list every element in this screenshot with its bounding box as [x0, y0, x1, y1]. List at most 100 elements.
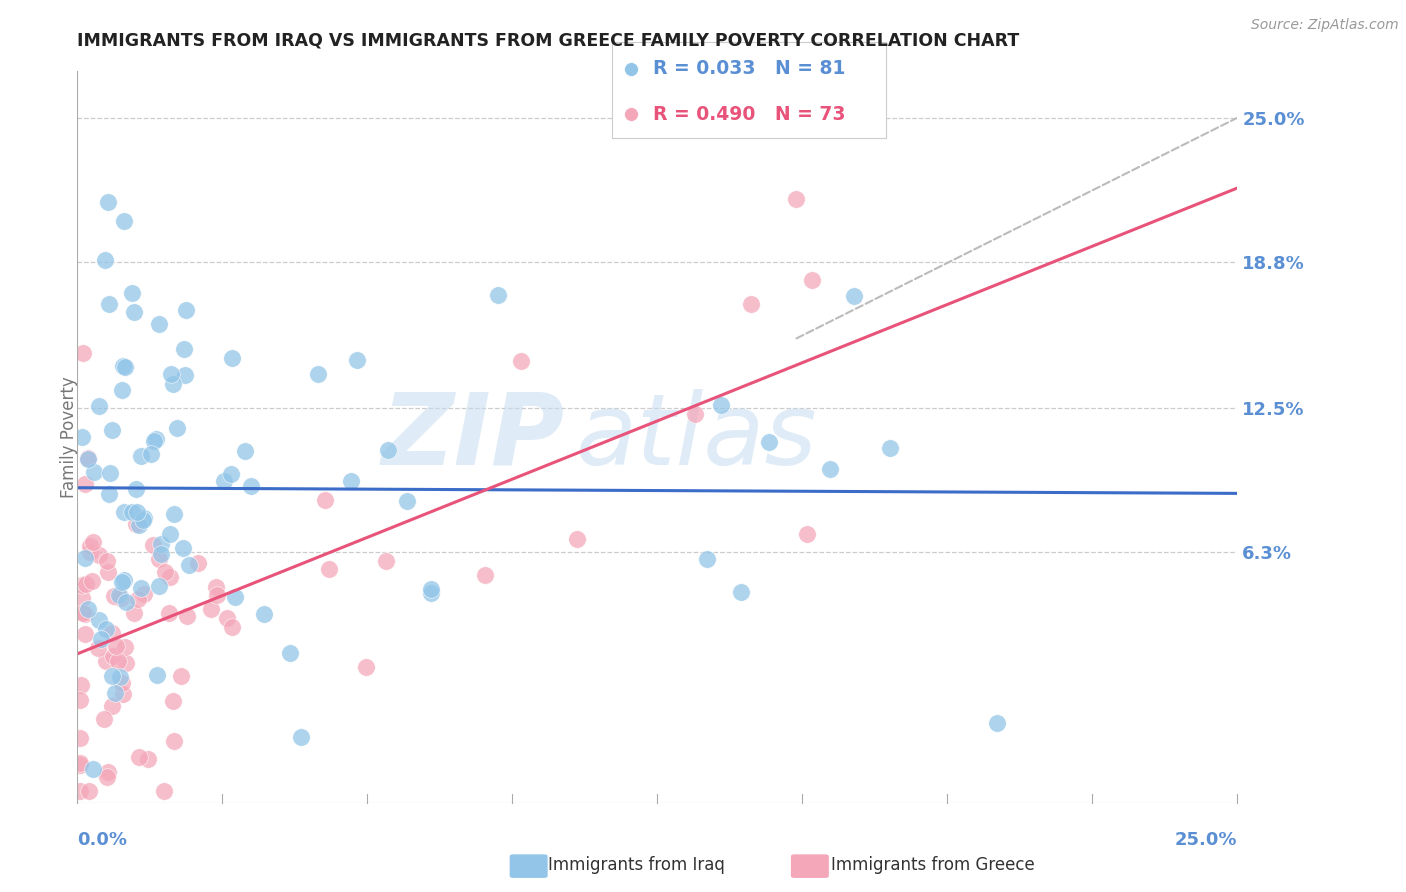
- Point: [98, 297, 121, 311]
- Point: [122, 305, 145, 319]
- Point: [125, 505, 148, 519]
- Point: [278, 646, 301, 660]
- Point: [758, 434, 780, 449]
- Point: [112, 359, 135, 373]
- Point: [129, 581, 152, 595]
- Point: [134, 511, 156, 525]
- Point: [101, 648, 124, 663]
- Point: [142, 538, 165, 552]
- Point: [94, 252, 117, 267]
- Point: [148, 551, 170, 566]
- Point: [148, 579, 170, 593]
- Point: [176, 303, 198, 318]
- Point: [163, 733, 186, 747]
- Point: [77, 451, 100, 466]
- Point: [253, 607, 276, 621]
- Point: [136, 752, 159, 766]
- Point: [69, 692, 91, 706]
- Point: [240, 479, 263, 493]
- Point: [73, 627, 96, 641]
- Point: [159, 570, 181, 584]
- Point: [162, 377, 184, 392]
- Point: [69, 758, 91, 772]
- Point: [145, 668, 167, 682]
- Point: [77, 601, 100, 615]
- Point: [125, 516, 148, 531]
- Point: [174, 368, 197, 382]
- Point: [101, 699, 124, 714]
- Point: [163, 508, 186, 522]
- Point: [73, 476, 96, 491]
- Point: [340, 474, 363, 488]
- Point: [122, 606, 145, 620]
- Point: [72, 346, 94, 360]
- Point: [83, 465, 105, 479]
- Point: [486, 288, 509, 302]
- Point: [90, 632, 112, 647]
- Point: [82, 574, 104, 588]
- Point: [620, 62, 643, 76]
- Point: [76, 452, 98, 467]
- Point: [98, 466, 121, 480]
- Point: [166, 421, 188, 435]
- Point: [129, 449, 152, 463]
- Point: [173, 342, 195, 356]
- Point: [375, 554, 398, 568]
- Point: [219, 467, 242, 481]
- Point: [354, 660, 377, 674]
- Point: [134, 587, 156, 601]
- Point: [97, 565, 120, 579]
- Point: [221, 351, 243, 365]
- Point: [114, 360, 136, 375]
- Point: [70, 591, 93, 605]
- Point: [986, 716, 1008, 731]
- Point: [215, 611, 238, 625]
- Point: [94, 654, 117, 668]
- Point: [110, 591, 132, 605]
- Point: [801, 272, 824, 286]
- Point: [346, 353, 368, 368]
- Point: [377, 442, 399, 457]
- Point: [128, 517, 150, 532]
- Point: [235, 444, 257, 458]
- Point: [314, 493, 336, 508]
- Point: [153, 566, 176, 580]
- Point: [115, 656, 138, 670]
- Point: [75, 577, 97, 591]
- Point: [307, 368, 329, 382]
- Point: [107, 654, 129, 668]
- Point: [796, 527, 818, 541]
- Point: [77, 784, 100, 798]
- Text: Immigrants from Iraq: Immigrants from Iraq: [548, 856, 725, 874]
- Point: [79, 539, 101, 553]
- Point: [111, 675, 134, 690]
- Point: [150, 537, 173, 551]
- Point: [139, 447, 162, 461]
- Point: [101, 423, 124, 437]
- Point: [474, 568, 496, 582]
- Point: [179, 558, 201, 573]
- Text: R = 0.490   N = 73: R = 0.490 N = 73: [652, 104, 845, 124]
- Point: [730, 585, 752, 599]
- Text: Source: ZipAtlas.com: Source: ZipAtlas.com: [1251, 18, 1399, 32]
- Point: [318, 562, 340, 576]
- Y-axis label: Family Poverty: Family Poverty: [60, 376, 77, 498]
- Point: [87, 641, 110, 656]
- Point: [112, 505, 135, 519]
- Point: [565, 533, 588, 547]
- Point: [97, 194, 120, 209]
- Point: [96, 622, 118, 636]
- Point: [170, 669, 193, 683]
- Point: [114, 595, 136, 609]
- Point: [87, 613, 110, 627]
- Point: [112, 687, 135, 701]
- Point: [290, 731, 312, 745]
- Point: [396, 494, 419, 508]
- Point: [740, 297, 762, 311]
- Point: [101, 669, 124, 683]
- Point: [173, 541, 195, 556]
- Point: [143, 434, 166, 448]
- Point: [111, 575, 134, 590]
- Point: [157, 606, 180, 620]
- Point: [96, 554, 118, 568]
